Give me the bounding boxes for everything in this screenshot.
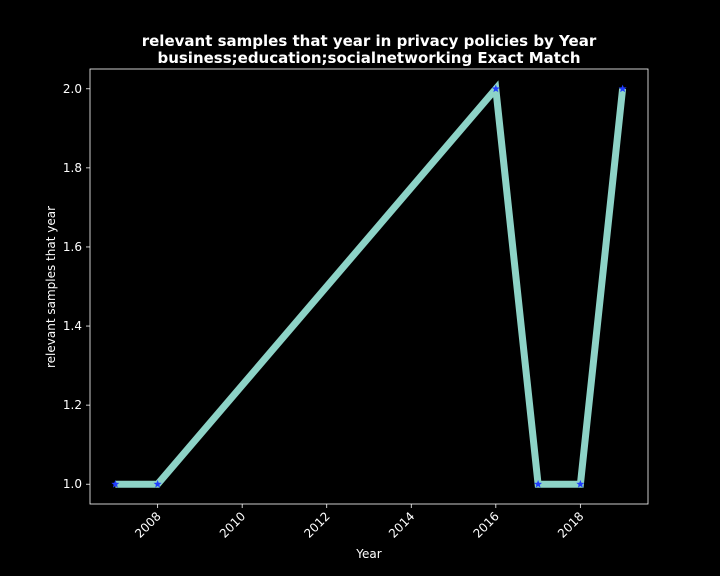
data-point-star-icon — [534, 480, 543, 488]
y-tick-label: 2.0 — [63, 82, 82, 96]
x-axis-label: Year — [355, 547, 381, 561]
y-tick-label: 1.6 — [63, 240, 82, 254]
y-tick-label: 1.2 — [63, 398, 82, 412]
data-point-star-icon — [153, 480, 162, 488]
axes-frame — [89, 68, 649, 505]
data-point-star-icon — [491, 84, 500, 93]
data-point-star-icon — [111, 480, 120, 488]
data-point-star-icon — [576, 480, 585, 488]
y-tick-label: 1.8 — [63, 161, 82, 175]
y-tick-label: 1.0 — [63, 477, 82, 491]
y-tick-label: 1.4 — [63, 319, 82, 333]
chart-title: relevant samples that year in privacy po… — [142, 32, 597, 50]
chart-subtitle: business;education;socialnetworking Exac… — [157, 49, 580, 67]
series-line — [115, 80, 627, 488]
data-point-star-icon — [618, 84, 627, 93]
y-axis-label: relevant samples that year — [44, 206, 58, 368]
